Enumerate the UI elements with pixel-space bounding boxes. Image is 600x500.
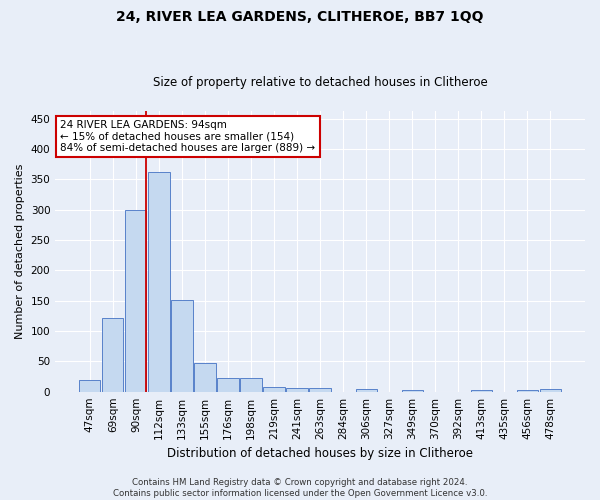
Bar bbox=[263, 387, 284, 392]
Bar bbox=[79, 380, 100, 392]
Bar bbox=[194, 363, 215, 392]
Bar bbox=[102, 318, 124, 392]
Text: Contains HM Land Registry data © Crown copyright and database right 2024.
Contai: Contains HM Land Registry data © Crown c… bbox=[113, 478, 487, 498]
Bar bbox=[470, 390, 492, 392]
Bar bbox=[401, 390, 423, 392]
Bar bbox=[286, 388, 308, 392]
X-axis label: Distribution of detached houses by size in Clitheroe: Distribution of detached houses by size … bbox=[167, 447, 473, 460]
Bar bbox=[241, 378, 262, 392]
Bar bbox=[356, 388, 377, 392]
Bar bbox=[517, 390, 538, 392]
Text: 24 RIVER LEA GARDENS: 94sqm
← 15% of detached houses are smaller (154)
84% of se: 24 RIVER LEA GARDENS: 94sqm ← 15% of det… bbox=[61, 120, 316, 153]
Title: Size of property relative to detached houses in Clitheroe: Size of property relative to detached ho… bbox=[153, 76, 487, 90]
Text: 24, RIVER LEA GARDENS, CLITHEROE, BB7 1QQ: 24, RIVER LEA GARDENS, CLITHEROE, BB7 1Q… bbox=[116, 10, 484, 24]
Bar bbox=[148, 172, 170, 392]
Bar bbox=[125, 210, 146, 392]
Y-axis label: Number of detached properties: Number of detached properties bbox=[15, 164, 25, 340]
Bar bbox=[172, 300, 193, 392]
Bar bbox=[540, 390, 561, 392]
Bar bbox=[217, 378, 239, 392]
Bar bbox=[310, 388, 331, 392]
